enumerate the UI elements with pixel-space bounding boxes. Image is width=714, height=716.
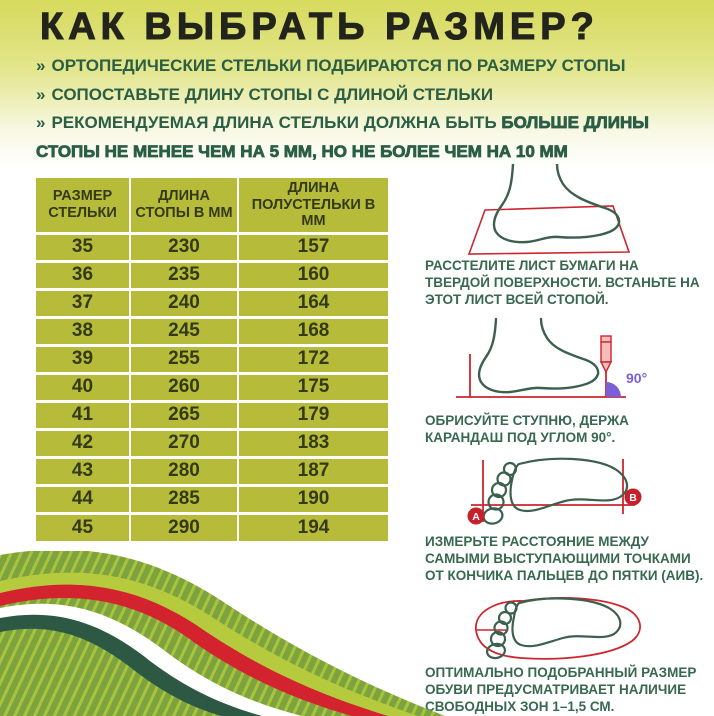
bullet-item: » СОПОСТАВЬТЕ ДЛИНУ СТОПЫ С ДЛИНОЙ СТЕЛЬК… [36,81,686,110]
cell-foot: 235 [130,261,239,291]
cell-half: 168 [238,317,388,347]
cell-foot: 240 [130,289,239,319]
point-a-label: А [472,511,480,523]
bullet-text: РЕКОМЕНДУЕМАЯ ДЛИНА СТЕЛЬКИ ДОЛЖНА БЫТЬ [51,113,497,132]
cell-half: 160 [238,261,388,291]
table-row: 40 260 175 [36,373,388,403]
trace-foot-illustration: 90° [456,317,647,398]
cell-size: 35 [36,233,131,263]
cell-half: 172 [238,345,388,375]
angle-arc [606,382,621,397]
cell-foot: 255 [130,345,239,375]
point-a-badge: А [467,507,485,525]
cell-foot: 245 [130,317,239,347]
bullet-item: » РЕКОМЕНДУЕМАЯ ДЛИНА СТЕЛЬКИ ДОЛЖНА БЫТЬ… [36,109,686,166]
measure-footprint-illustration: А В [467,457,642,525]
table-row: 44 285 190 [36,485,388,515]
insole-red-outline [475,596,641,660]
angle-label: 90° [626,370,647,386]
column-header-size: РАЗМЕР СТЕЛЬКИ [36,178,131,235]
step-caption: РАССТЕЛИТЕ ЛИСТ БУМАГИ НА ТВЕРДОЙ ПОВЕРХ… [425,258,700,307]
step-caption: ИЗМЕРЬТЕ РАССТОЯНИЕ МЕЖДУ САМЫМИ ВЫСТУПА… [425,534,704,583]
table-header-row: РАЗМЕР СТЕЛЬКИ ДЛИНА СТОПЫ В ММ ДЛИНА ПО… [36,178,388,235]
cell-size: 37 [36,289,131,319]
cell-foot: 270 [130,429,239,459]
cell-half: 190 [238,485,388,515]
cell-half: 179 [238,401,388,431]
cell-size: 39 [36,345,131,375]
foot-side-outline [492,164,621,244]
cell-foot: 285 [130,485,239,515]
table-row: 43 280 187 [36,457,388,487]
cell-size: 40 [36,373,131,403]
cell-half: 183 [238,429,388,459]
table-row: 38 245 168 [36,317,388,347]
foot-on-paper-illustration [467,164,631,255]
cell-half: 164 [238,289,388,319]
cell-size: 36 [36,261,131,291]
table-row: 37 240 164 [36,289,388,319]
footprint-outline [482,457,629,525]
step-caption: ОПТИМАЛЬНО ПОДОБРАННЫЙ РАЗМЕР ОБУВИ ПРЕД… [425,665,697,714]
bullet-text: ОРТОПЕДИЧЕСКИЕ СТЕЛЬКИ ПОДБИРАЮТСЯ ПО РА… [51,56,626,75]
table-row: 36 235 160 [36,261,388,291]
cell-half: 175 [238,373,388,403]
column-header-foot-length: ДЛИНА СТОПЫ В ММ [130,178,239,235]
cell-size: 38 [36,317,131,347]
decorative-swoosh [0,551,445,716]
column-header-half-insole-length: ДЛИНА ПОЛУСТЕЛЬКИ В ММ [238,178,388,235]
table-row: 35 230 157 [36,233,388,263]
table-row: 42 270 183 [36,429,388,459]
swoosh-band-bottom [0,628,222,716]
point-b-label: В [629,492,637,504]
bullet-text: СОПОСТАВЬТЕ ДЛИНУ СТОПЫ С ДЛИНОЙ СТЕЛЬКИ [51,84,494,104]
bullet-list: » ОРТОПЕДИЧЕСКИЕ СТЕЛЬКИ ПОДБИРАЮТСЯ ПО Р… [36,52,686,166]
cell-foot: 265 [130,401,239,431]
paper-sheet-outline [467,205,631,255]
cell-foot: 230 [130,233,239,263]
guillemet-bullet-icon: » [36,84,46,104]
cell-half: 194 [297,516,330,538]
foot-side-outline [477,317,600,394]
cell-size: 44 [36,485,131,515]
table-row: 39 255 172 [36,345,388,375]
guillemet-bullet-icon: » [36,56,46,75]
insole-fit-illustration [475,596,641,660]
point-b-badge: В [624,488,642,506]
cell-half: 157 [238,233,388,263]
bullet-text-emphasis: БОЛЬШЕ ДЛИНЫ СТОПЫ НЕ МЕНЕЕ ЧЕМ НА 5 ММ,… [36,113,650,161]
step-caption: ОБРИСУЙТЕ СТУПНЮ, ДЕРЖА КАРАНДАШ ПОД УГЛ… [425,413,629,445]
guillemet-bullet-icon: » [36,113,46,132]
cell-size: 41 [36,401,131,431]
cell-foot: 260 [130,373,239,403]
footprint-outline [485,597,622,660]
cell-foot: 280 [130,457,239,487]
size-table: РАЗМЕР СТЕЛЬКИ ДЛИНА СТОПЫ В ММ ДЛИНА ПО… [36,178,388,541]
cell-foot: 290 [130,513,239,541]
cell-size: 43 [36,457,131,487]
page-title: КАК ВЫБРАТЬ РАЗМЕР? [39,5,599,48]
pencil-icon [599,335,613,374]
table-row: 45 290 194 [36,513,388,541]
table-row: 41 265 179 [36,401,388,431]
bullet-item: » ОРТОПЕДИЧЕСКИЕ СТЕЛЬКИ ПОДБИРАЮТСЯ ПО Р… [36,52,686,81]
cell-size: 45 [36,513,131,541]
cell-half: 187 [238,457,388,487]
cell-size: 42 [36,429,131,459]
